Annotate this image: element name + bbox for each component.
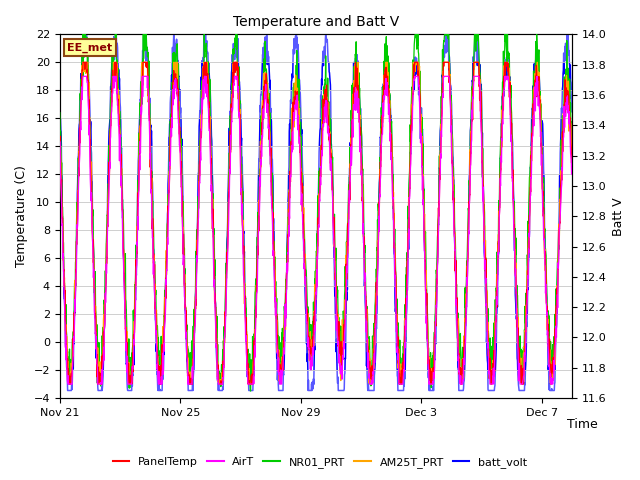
Bar [60,35,572,62]
Text: EE_met: EE_met [67,43,113,53]
Bar [60,202,572,230]
Y-axis label: Batt V: Batt V [612,197,625,236]
X-axis label: Time: Time [566,418,598,431]
Legend: PanelTemp, AirT, NR01_PRT, AM25T_PRT, batt_volt: PanelTemp, AirT, NR01_PRT, AM25T_PRT, ba… [108,452,532,472]
Title: Temperature and Batt V: Temperature and Batt V [233,15,399,29]
Y-axis label: Temperature (C): Temperature (C) [15,165,28,267]
Bar [60,258,572,286]
Bar [60,90,572,118]
Bar [60,370,572,398]
Bar [60,314,572,342]
Bar [60,146,572,174]
